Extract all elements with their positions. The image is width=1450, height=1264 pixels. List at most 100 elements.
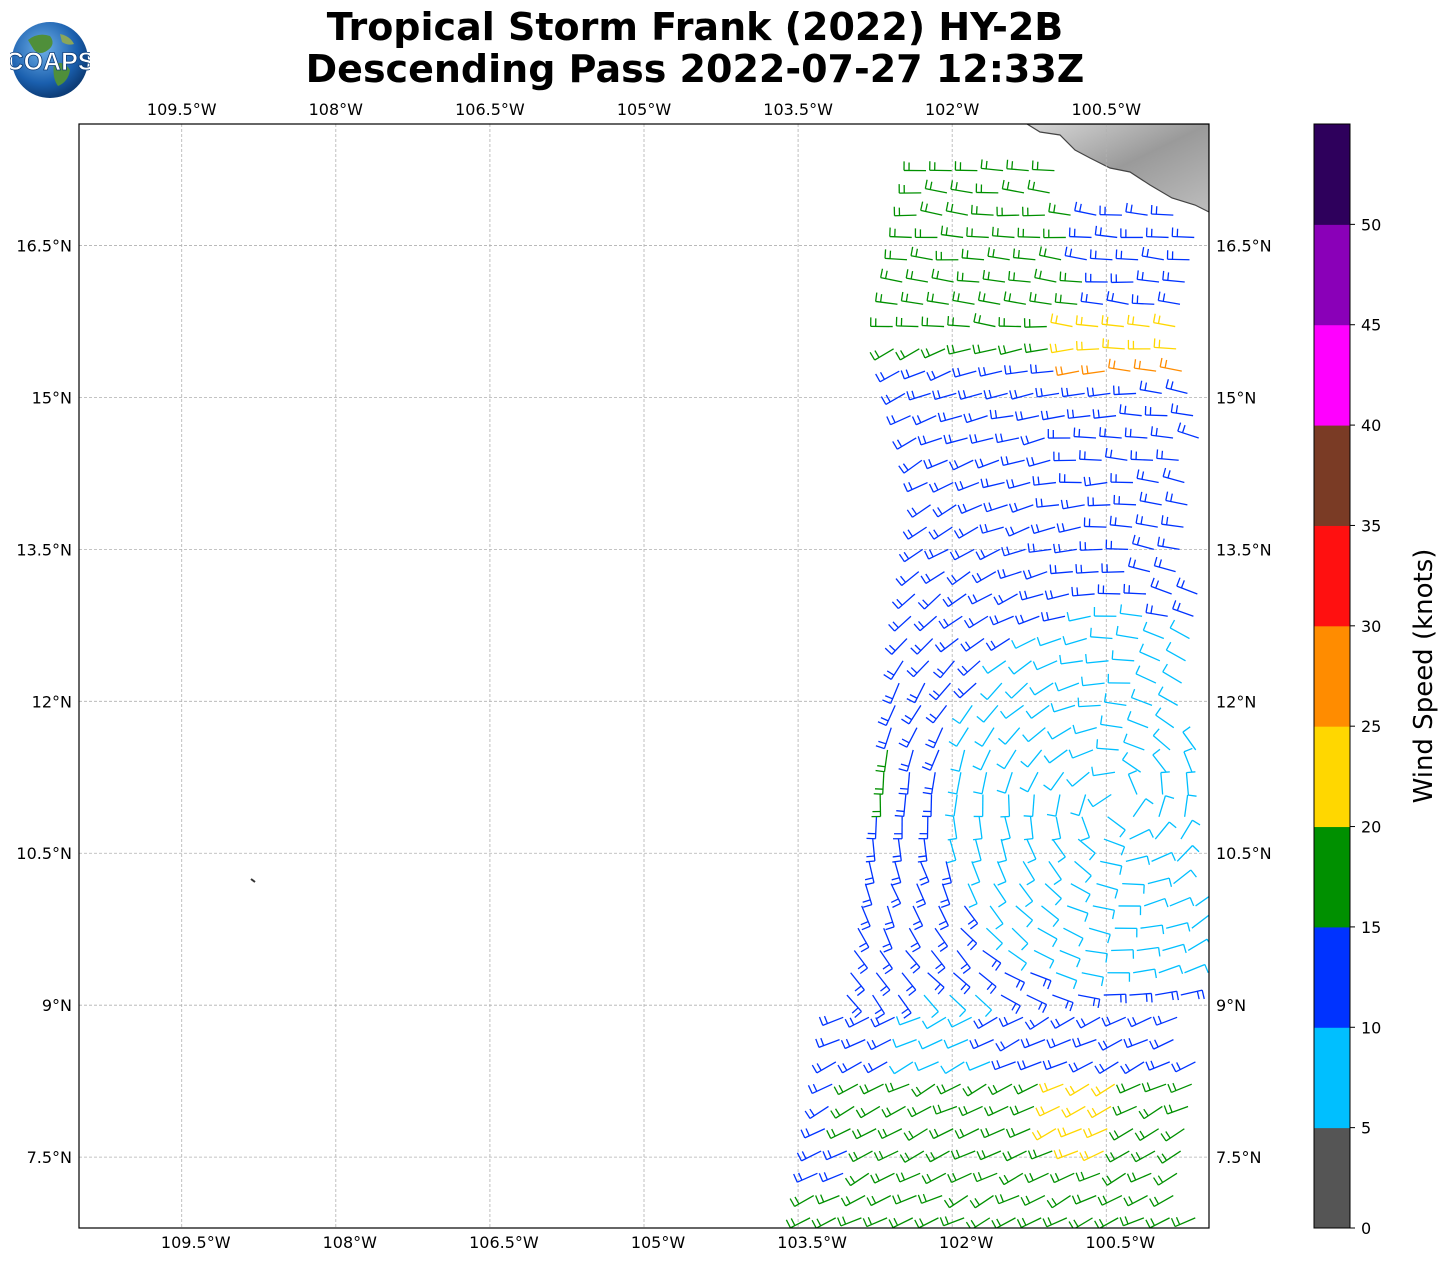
wind-barb-flag: [1097, 998, 1101, 1009]
wind-barb-flag: [1001, 547, 1006, 556]
wind-barb-flag: [1112, 1106, 1118, 1116]
wind-barb-flag: [1066, 1107, 1072, 1116]
wind-barb-flag: [920, 349, 926, 359]
wind-barb-flag: [1106, 1016, 1111, 1025]
wind-barb-staff: [1058, 682, 1080, 692]
wind-barb-flag: [977, 344, 981, 353]
wind-barb-staff: [1177, 430, 1199, 439]
wind-barb-flag: [942, 598, 949, 607]
wind-barb-flag: [1003, 291, 1007, 301]
wind-barb-staff: [1085, 481, 1108, 487]
wind-barb-flag: [977, 1172, 983, 1180]
wind-barb-staff: [980, 370, 1003, 377]
wind-barb-flag: [937, 941, 946, 948]
wind-barb-flag: [1157, 686, 1164, 695]
wind-barb-staff: [1100, 723, 1123, 729]
wind-barb-flag: [971, 574, 978, 584]
wind-barb-flag: [900, 763, 909, 767]
wind-barb-flag: [1134, 1132, 1141, 1141]
wind-barb-flag: [942, 412, 947, 421]
wind-barb-staff: [1003, 459, 1025, 466]
wind-barb-flag: [1050, 313, 1054, 323]
wind-barb-flag: [1088, 852, 1096, 861]
wind-barb-flag: [896, 439, 903, 447]
wind-barb-staff: [904, 370, 926, 380]
wind-barb-flag: [1064, 272, 1067, 281]
wind-barb-flag: [845, 1196, 851, 1204]
wind-barb-flag: [1169, 619, 1176, 629]
wind-barb-flag: [789, 1198, 796, 1207]
wind-barb-staff: [1173, 869, 1192, 885]
wind-barb-flag: [884, 647, 893, 655]
wind-barb-flag: [1068, 1063, 1074, 1073]
wind-barb-flag: [1090, 1088, 1097, 1097]
wind-barb-staff: [1145, 414, 1168, 417]
wind-barb-flag: [925, 716, 934, 724]
wind-barb-staff: [1081, 972, 1104, 978]
wind-barb-flag: [1075, 564, 1078, 574]
wind-barb-staff: [894, 861, 902, 883]
wind-barb-flag: [972, 859, 982, 864]
wind-barb-staff: [857, 927, 870, 948]
wind-barb-staff: [874, 1016, 895, 1028]
wind-barb-flag: [807, 1085, 813, 1094]
wind-barb-staff: [894, 615, 912, 632]
wind-barb-flag: [1027, 543, 1030, 553]
wind-barb-flag: [1014, 1105, 1019, 1114]
wind-barb-staff: [1028, 459, 1051, 467]
wind-barb-flag: [1126, 711, 1132, 720]
wind-barb-staff: [1049, 749, 1068, 764]
wind-barb-flag: [1029, 687, 1036, 696]
wind-barb-flag: [1053, 204, 1056, 213]
wind-barb-staff: [1017, 415, 1040, 421]
lat-tick-label-right: 15°N: [1216, 388, 1256, 407]
wind-barb-flag: [1040, 388, 1043, 397]
wind-barb-staff: [971, 213, 994, 216]
wind-barb-flag: [981, 1150, 986, 1158]
wind-barb-flag: [1089, 627, 1092, 637]
wind-barb-flag: [1136, 469, 1140, 479]
wind-barb-staff: [958, 1128, 980, 1140]
wind-barb-staff: [1093, 771, 1116, 777]
wind-barb-flag: [920, 881, 930, 886]
wind-barb-flag: [908, 1130, 914, 1139]
wind-barb-staff: [916, 1083, 936, 1098]
wind-barb-staff: [1042, 415, 1065, 421]
wind-barb-flag: [1119, 404, 1122, 414]
wind-barb-staff: [1036, 1128, 1057, 1141]
wind-barb-flag: [1066, 778, 1073, 787]
wind-barb-flag: [884, 249, 887, 259]
wind-barb-staff: [960, 392, 983, 400]
wind-barb-flag: [1201, 990, 1205, 1000]
wind-barb-staff: [1033, 526, 1056, 535]
wind-barb-flag: [905, 369, 910, 378]
wind-barb-flag: [1176, 602, 1181, 611]
wind-barb-staff: [947, 324, 970, 328]
wind-barb-flag: [932, 690, 940, 697]
wind-barb-flag: [864, 877, 874, 881]
wind-barb-flag: [980, 159, 983, 169]
wind-barb-staff: [1076, 323, 1099, 328]
wind-barb-flag: [1051, 837, 1061, 841]
wind-barb-staff: [1098, 592, 1121, 595]
wind-barb-staff: [1028, 1172, 1049, 1184]
wind-barb-staff: [868, 861, 875, 883]
wind-barb-flag: [969, 1199, 976, 1209]
wind-barb-staff: [1133, 968, 1155, 974]
wind-barb-staff: [1065, 1105, 1086, 1118]
wind-barb-staff: [906, 749, 914, 772]
wind-barb-flag: [1035, 387, 1038, 397]
wind-barb-staff: [1030, 972, 1052, 982]
wind-barb-staff: [1154, 346, 1177, 350]
wind-barb-staff: [1109, 1150, 1130, 1163]
wind-barb-staff: [998, 593, 1018, 606]
wind-barb-flag: [1024, 1174, 1030, 1183]
wind-barb-flag: [934, 983, 941, 991]
wind-barb-flag: [915, 1086, 922, 1095]
wind-barb-flag: [1161, 1153, 1168, 1161]
wind-barb-flag: [1181, 424, 1186, 433]
wind-barb-flag: [1153, 1177, 1159, 1186]
colorbar-segment: [1314, 625, 1350, 727]
wind-barb-flag: [1074, 201, 1078, 211]
wind-barb-staff: [1162, 943, 1184, 952]
